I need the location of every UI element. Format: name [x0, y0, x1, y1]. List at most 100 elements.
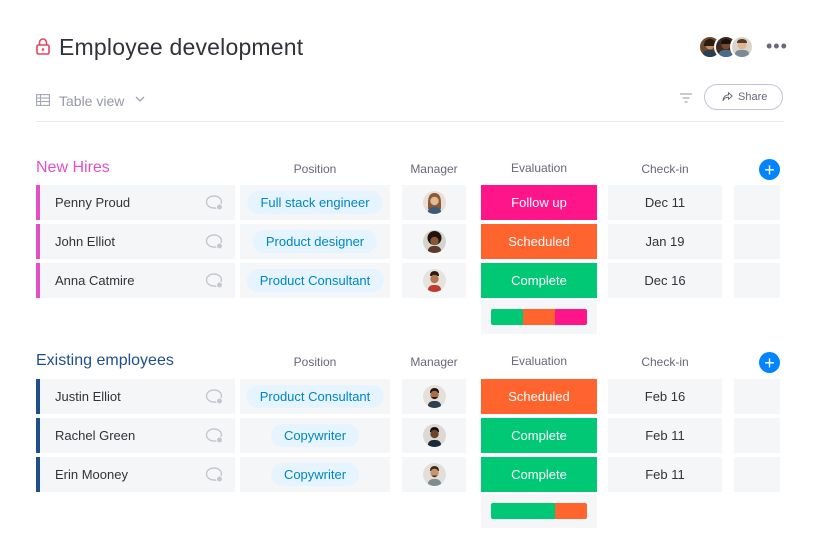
evaluation-status[interactable]: Follow up [481, 185, 597, 220]
summary-segment [491, 503, 556, 519]
page-title: Employee development [59, 34, 304, 60]
position-pill: Copywriter [270, 424, 360, 447]
manager-avatar [423, 385, 446, 408]
comment-icon[interactable] [205, 466, 223, 483]
name-cell[interactable]: Erin Mooney [36, 457, 235, 492]
comment-icon[interactable] [205, 194, 223, 211]
empty-cell[interactable] [734, 457, 780, 492]
column-header-evaluation[interactable]: Evaluation [510, 354, 568, 368]
name-cell[interactable]: Anna Catmire [36, 263, 235, 298]
checkin-date[interactable]: Feb 16 [608, 379, 722, 414]
position-pill: Product Consultant [246, 269, 384, 292]
table-icon [36, 94, 50, 106]
empty-cell[interactable] [734, 185, 780, 220]
add-column-button[interactable]: + [759, 159, 780, 180]
comment-icon[interactable] [205, 427, 223, 444]
lock-icon [36, 38, 50, 55]
manager-avatar [423, 424, 446, 447]
table-row[interactable]: Justin Elliot Product Consultant Schedul… [36, 379, 784, 414]
comment-icon[interactable] [205, 233, 223, 250]
position-cell[interactable]: Copywriter [240, 457, 390, 492]
empty-cell[interactable] [734, 418, 780, 453]
board-header: Employee development ••• [36, 32, 788, 62]
manager-cell[interactable] [402, 224, 466, 259]
more-icon[interactable]: ••• [766, 36, 788, 56]
position-pill: Product designer [252, 230, 378, 253]
evaluation-summary [481, 300, 597, 334]
column-header-manager[interactable]: Manager [410, 355, 458, 369]
table-row[interactable]: Anna Catmire Product Consultant Complete… [36, 263, 784, 298]
row-name: Justin Elliot [55, 389, 121, 404]
name-cell[interactable]: John Elliot [36, 224, 235, 259]
manager-cell[interactable] [402, 379, 466, 414]
table-row[interactable]: Penny Proud Full stack engineer Follow u… [36, 185, 784, 220]
share-button[interactable]: Share [704, 84, 783, 110]
empty-cell[interactable] [734, 379, 780, 414]
manager-cell[interactable] [402, 457, 466, 492]
position-cell[interactable]: Product Consultant [240, 263, 390, 298]
checkin-date[interactable]: Feb 11 [608, 418, 722, 453]
manager-cell[interactable] [402, 263, 466, 298]
empty-cell[interactable] [734, 263, 780, 298]
column-header-manager[interactable]: Manager [410, 162, 458, 176]
position-cell[interactable]: Product designer [240, 224, 390, 259]
column-header-checkin[interactable]: Check-in [641, 162, 689, 176]
manager-avatar [423, 463, 446, 486]
table-row[interactable]: Erin Mooney Copywriter Complete Feb 11 [36, 457, 784, 492]
comment-icon[interactable] [205, 272, 223, 289]
share-icon [722, 92, 733, 102]
position-cell[interactable]: Copywriter [240, 418, 390, 453]
position-cell[interactable]: Full stack engineer [240, 185, 390, 220]
add-column-button[interactable]: + [759, 352, 780, 373]
table-row[interactable]: Rachel Green Copywriter Complete Feb 11 [36, 418, 784, 453]
evaluation-summary [481, 494, 597, 528]
avatar[interactable] [730, 35, 754, 59]
column-header-checkin[interactable]: Check-in [641, 355, 689, 369]
manager-avatar [423, 230, 446, 253]
share-label: Share [738, 91, 768, 103]
checkin-date[interactable]: Dec 11 [608, 185, 722, 220]
position-cell[interactable]: Product Consultant [240, 379, 390, 414]
name-cell[interactable]: Justin Elliot [36, 379, 235, 414]
column-header-position[interactable]: Position [293, 162, 337, 176]
name-cell[interactable]: Penny Proud [36, 185, 235, 220]
summary-segment [491, 309, 523, 325]
evaluation-status[interactable]: Complete [481, 263, 597, 298]
chevron-down-icon[interactable] [135, 96, 145, 103]
summary-bar [491, 309, 587, 325]
view-selector-label[interactable]: Table view [59, 93, 125, 109]
position-pill: Full stack engineer [247, 191, 383, 214]
column-header-position[interactable]: Position [293, 355, 337, 369]
manager-avatar [423, 191, 446, 214]
row-name: Anna Catmire [55, 273, 135, 288]
row-name: Erin Mooney [55, 467, 128, 482]
filter-icon[interactable] [680, 93, 692, 103]
empty-cell[interactable] [734, 224, 780, 259]
checkin-date[interactable]: Jan 19 [608, 224, 722, 259]
evaluation-status[interactable]: Complete [481, 457, 597, 492]
column-header-evaluation[interactable]: Evaluation [510, 161, 568, 175]
row-name: Rachel Green [55, 428, 136, 443]
table-row[interactable]: John Elliot Product designer Scheduled J… [36, 224, 784, 259]
row-name: Penny Proud [55, 195, 131, 210]
comment-icon[interactable] [205, 388, 223, 405]
row-name: John Elliot [55, 234, 115, 249]
name-cell[interactable]: Rachel Green [36, 418, 235, 453]
evaluation-status[interactable]: Scheduled [481, 379, 597, 414]
manager-avatar [423, 269, 446, 292]
group-title[interactable]: New Hires [36, 159, 110, 176]
summary-bar [491, 503, 587, 519]
board-toolbar: Table view Share [36, 84, 784, 122]
board-members[interactable] [698, 35, 758, 61]
group-title[interactable]: Existing employees [36, 352, 174, 369]
manager-cell[interactable] [402, 418, 466, 453]
position-pill: Copywriter [270, 463, 360, 486]
evaluation-status[interactable]: Complete [481, 418, 597, 453]
checkin-date[interactable]: Feb 11 [608, 457, 722, 492]
summary-segment [555, 503, 587, 519]
evaluation-status[interactable]: Scheduled [481, 224, 597, 259]
checkin-date[interactable]: Dec 16 [608, 263, 722, 298]
manager-cell[interactable] [402, 185, 466, 220]
position-pill: Product Consultant [246, 385, 384, 408]
summary-segment [522, 309, 555, 325]
